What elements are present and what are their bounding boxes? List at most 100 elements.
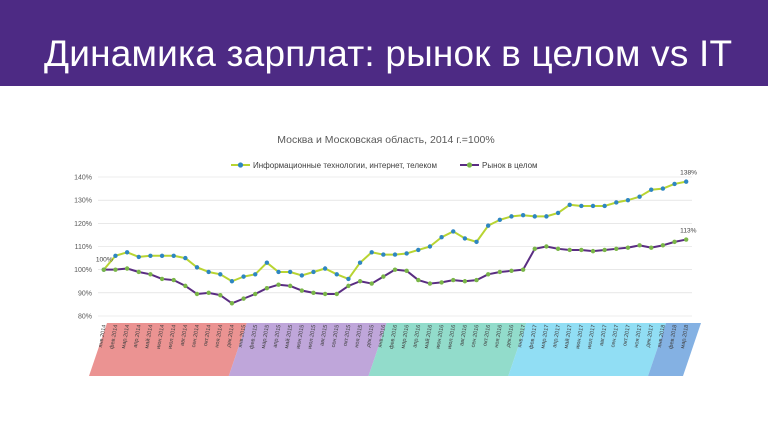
data-point-market: [532, 246, 537, 252]
x-tick-label: май.2014: [143, 324, 154, 349]
chart-legend: Информационные технологии, интернет, тел…: [231, 161, 538, 170]
data-point-it: [416, 247, 421, 253]
x-tick-label: фев.2016: [389, 324, 399, 349]
data-point-market: [485, 272, 491, 277]
x-tick-label: ноя.2017: [634, 324, 644, 348]
x-tick-label: авг.2017: [599, 324, 609, 346]
data-point-it: [672, 181, 677, 187]
year-band: [648, 323, 701, 376]
data-point-it: [334, 272, 339, 277]
data-point-it: [520, 213, 526, 218]
year-band: [89, 323, 247, 376]
x-tick-label: янв.2016: [377, 324, 387, 348]
x-tick-label: июн.2016: [435, 324, 445, 349]
x-tick-label: май.2015: [283, 324, 294, 349]
data-point-it: [346, 276, 351, 282]
data-point-market: [311, 290, 316, 296]
year-band: [508, 323, 667, 376]
data-point-market: [124, 266, 130, 271]
data-point-market: [369, 281, 374, 286]
x-tick-label: апр.2015: [273, 324, 283, 348]
data-point-it: [485, 223, 491, 228]
data-point-market: [520, 267, 526, 272]
data-point-it: [322, 266, 328, 271]
data-point-it: [299, 273, 305, 278]
x-tick-label: дек.2017: [645, 324, 655, 348]
chart-grid: [98, 176, 692, 317]
x-tick-label: дек.2014: [226, 324, 236, 348]
data-point-market: [614, 246, 619, 252]
x-tick-label: июн.2017: [575, 324, 585, 349]
x-tick-label: дек.2015: [366, 324, 376, 348]
data-point-it: [194, 265, 200, 270]
data-point-market: [241, 296, 246, 301]
data-point-it: [218, 272, 223, 277]
x-tick-label: сен.2014: [191, 324, 201, 348]
data-point-market: [660, 243, 666, 248]
data-point-it: [276, 269, 281, 275]
legend-marker-it: [237, 162, 244, 168]
data-point-market: [218, 292, 223, 298]
x-tick-label: май.2017: [563, 324, 574, 349]
data-point-market: [148, 272, 153, 277]
data-point-it: [462, 236, 468, 241]
data-point-it: [369, 250, 374, 255]
data-point-market: [346, 283, 351, 289]
data-point-it: [649, 187, 654, 192]
year-bands: [89, 323, 701, 376]
data-labels: 138% 113% 100%: [96, 170, 697, 264]
x-tick-label: мар.2017: [540, 324, 550, 349]
legend-label-market: Рынок в целом: [482, 161, 538, 170]
data-point-it: [474, 239, 479, 245]
data-point-market: [462, 279, 468, 284]
data-point-it: [451, 229, 456, 234]
x-tick-label: фев.2015: [249, 324, 259, 349]
data-point-market: [497, 269, 503, 275]
data-point-market: [334, 291, 339, 297]
x-tick-label: сен.2017: [610, 324, 620, 348]
data-point-it: [660, 186, 666, 191]
data-point-it: [625, 197, 631, 203]
data-point-market: [392, 267, 398, 272]
y-tick-label: 130%: [74, 198, 92, 205]
series-group: [101, 179, 689, 306]
data-point-market: [183, 283, 188, 289]
data-point-it: [206, 269, 211, 275]
data-point-it: [159, 253, 165, 258]
x-tick-label: авг.2015: [319, 324, 329, 346]
data-point-it: [637, 194, 642, 199]
year-band: [368, 323, 527, 376]
data-point-market: [159, 276, 165, 282]
x-tick-label: янв.2015: [238, 324, 248, 348]
data-point-it: [381, 252, 386, 257]
year-band: [228, 323, 387, 376]
x-tick-label: янв.2017: [517, 324, 527, 348]
data-point-it: [253, 272, 258, 277]
series-line-it: [103, 180, 687, 283]
y-tick-label: 110%: [75, 244, 92, 251]
y-tick-label: 80%: [78, 314, 92, 321]
data-point-market: [590, 248, 596, 254]
legend-label-it: Информационные технологии, интернет, тел…: [253, 161, 437, 170]
data-point-it: [590, 203, 596, 209]
data-point-market: [381, 274, 386, 279]
data-point-market: [637, 243, 642, 248]
data-point-market: [625, 245, 631, 250]
data-point-market: [649, 245, 654, 250]
x-tick-label: сен.2015: [331, 324, 341, 348]
x-tick-label: авг.2014: [180, 324, 190, 346]
data-point-market: [287, 283, 293, 289]
y-tick-label: 140%: [74, 175, 92, 182]
data-point-it: [439, 235, 444, 240]
data-label-market-end: 113%: [680, 228, 697, 235]
data-point-market: [322, 291, 328, 297]
x-tick-label: мар.2014: [121, 324, 131, 349]
x-tick-label: авг.2016: [459, 324, 469, 346]
y-axis-ticks: 80% 90% 100% 110% 120% 130% 140%: [74, 175, 92, 321]
x-tick-label: ноя.2014: [214, 324, 224, 348]
data-point-market: [206, 290, 211, 296]
x-tick-label: фев.2014: [109, 324, 119, 349]
x-tick-label: окт.2015: [343, 324, 353, 346]
data-label-it-end: 138%: [680, 170, 697, 177]
data-point-market: [404, 268, 409, 274]
